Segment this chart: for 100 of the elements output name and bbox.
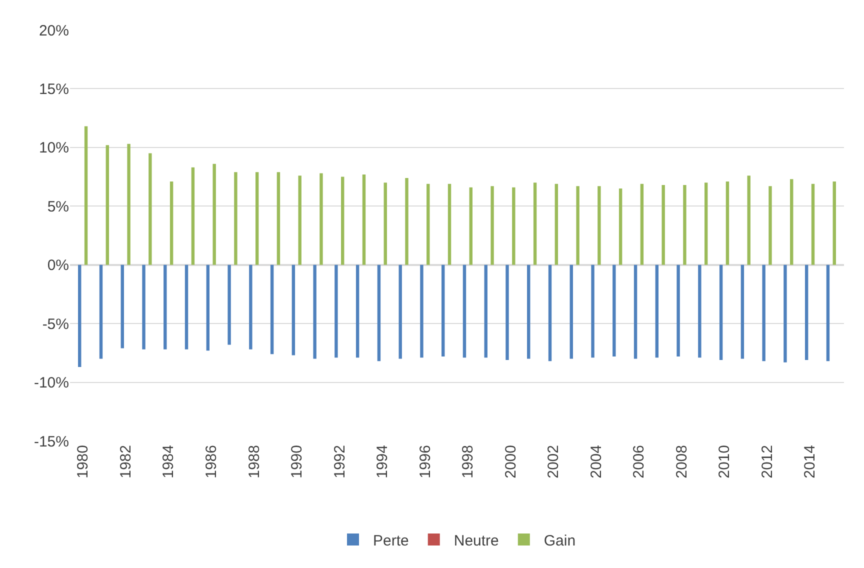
y-tick-label: -10% [34, 374, 69, 392]
bar [164, 264, 167, 350]
bar [662, 185, 665, 265]
bar [292, 264, 296, 356]
y-tick-label: 0% [47, 257, 69, 274]
bar [512, 187, 516, 265]
x-tick-label: 2002 [545, 445, 562, 478]
bar [640, 184, 644, 265]
bar [506, 264, 509, 360]
bar [106, 145, 110, 265]
bar [790, 179, 794, 265]
bar [634, 264, 638, 359]
x-tick-label: 2014 [802, 445, 819, 478]
bar [313, 264, 316, 359]
bar [490, 186, 494, 265]
bar [341, 176, 344, 265]
bar [320, 173, 323, 265]
bar [212, 164, 216, 265]
x-tick-label: 1982 [117, 445, 134, 478]
bar [377, 264, 381, 362]
bar [334, 264, 338, 358]
x-tick-label: 1984 [160, 445, 178, 478]
bar [570, 264, 573, 359]
bar [527, 264, 530, 359]
bar [184, 264, 188, 350]
bar [698, 264, 702, 358]
bar [127, 144, 130, 265]
bar [462, 264, 466, 358]
bar [420, 264, 424, 358]
x-tick-label: 2008 [673, 445, 690, 478]
x-tick-label: 1994 [374, 445, 392, 478]
x-tick-label: 1986 [202, 445, 220, 478]
y-tick-label: -15% [34, 433, 69, 450]
bar [719, 264, 723, 360]
bar [484, 264, 488, 358]
bar [398, 264, 402, 359]
bar [676, 264, 680, 356]
bar [191, 167, 195, 265]
bar [148, 153, 152, 265]
bar [832, 181, 836, 265]
bar [804, 264, 808, 360]
bar [811, 184, 815, 265]
x-tick-label: 2012 [758, 445, 776, 478]
x-tick-label: 1988 [246, 445, 263, 478]
bar [270, 264, 274, 354]
bar [405, 178, 408, 265]
bar [448, 184, 452, 265]
x-tick-label: 1990 [288, 445, 306, 478]
bar [768, 186, 772, 265]
legend-label: Neutre [454, 532, 499, 550]
x-tick-label: 2000 [502, 445, 520, 478]
bar [762, 264, 766, 362]
bar [784, 264, 787, 362]
y-tick-label: 20% [38, 22, 69, 40]
bar [120, 264, 124, 348]
bar [170, 181, 174, 265]
bar [206, 264, 210, 351]
bar [356, 264, 360, 358]
x-tick-label: 1992 [331, 445, 348, 478]
x-tick-label: 1996 [416, 445, 434, 478]
bar [554, 184, 558, 265]
bar [142, 264, 146, 350]
y-tick-label: 15% [38, 80, 69, 98]
bar [598, 186, 601, 265]
x-tick-label: 1998 [460, 445, 477, 478]
legend-label: Gain [544, 532, 576, 550]
bar [548, 264, 552, 362]
bar [442, 264, 445, 356]
bar [740, 264, 744, 359]
bar [618, 188, 622, 265]
bar [99, 264, 103, 359]
y-tick-label: -5% [42, 316, 69, 333]
bar [655, 264, 659, 358]
bar [726, 181, 730, 265]
bar [84, 126, 88, 265]
bar [591, 264, 594, 358]
bar [78, 264, 82, 368]
bar [747, 176, 750, 265]
y-tick-label: 10% [38, 140, 69, 157]
x-tick-label: 2006 [630, 445, 648, 478]
y-tick-label: 5% [47, 198, 69, 216]
bar [826, 264, 830, 362]
bar [612, 264, 616, 356]
bar [298, 176, 302, 265]
bar [533, 182, 537, 265]
bar [276, 172, 280, 265]
x-tick-label: 2004 [588, 445, 605, 478]
bar [255, 172, 259, 265]
bar [362, 174, 366, 265]
bar [426, 184, 430, 265]
x-tick-label: 1980 [74, 445, 92, 478]
bar [576, 186, 580, 265]
bar [704, 182, 708, 265]
bar [228, 264, 231, 345]
bar [384, 182, 387, 265]
bar [249, 264, 252, 350]
x-tick-label: 2010 [716, 445, 734, 478]
legend-label: Perte [373, 532, 409, 550]
bar [683, 185, 686, 265]
bar [234, 172, 238, 265]
